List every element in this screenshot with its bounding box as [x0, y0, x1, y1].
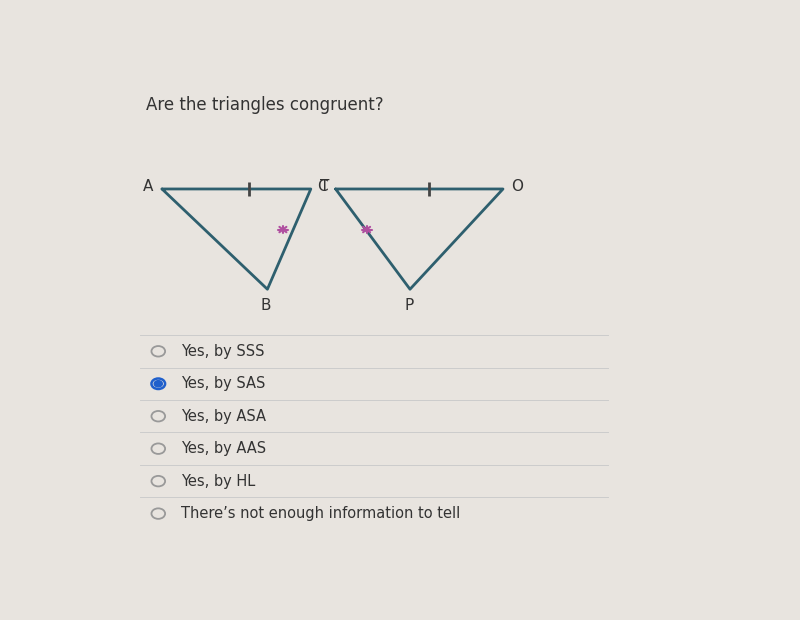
Text: Yes, by SSS: Yes, by SSS — [181, 344, 264, 359]
Text: Yes, by ASA: Yes, by ASA — [181, 409, 266, 423]
Text: B: B — [261, 298, 271, 314]
Text: P: P — [404, 298, 414, 314]
Text: Yes, by SAS: Yes, by SAS — [181, 376, 265, 391]
Text: There’s not enough information to tell: There’s not enough information to tell — [181, 506, 460, 521]
Text: A: A — [143, 179, 154, 194]
Text: T: T — [320, 179, 329, 194]
Text: C: C — [317, 179, 327, 194]
Text: Yes, by AAS: Yes, by AAS — [181, 441, 266, 456]
Text: Yes, by HL: Yes, by HL — [181, 474, 255, 489]
Circle shape — [154, 381, 162, 387]
Text: Are the triangles congruent?: Are the triangles congruent? — [146, 96, 384, 114]
Text: O: O — [510, 179, 522, 194]
